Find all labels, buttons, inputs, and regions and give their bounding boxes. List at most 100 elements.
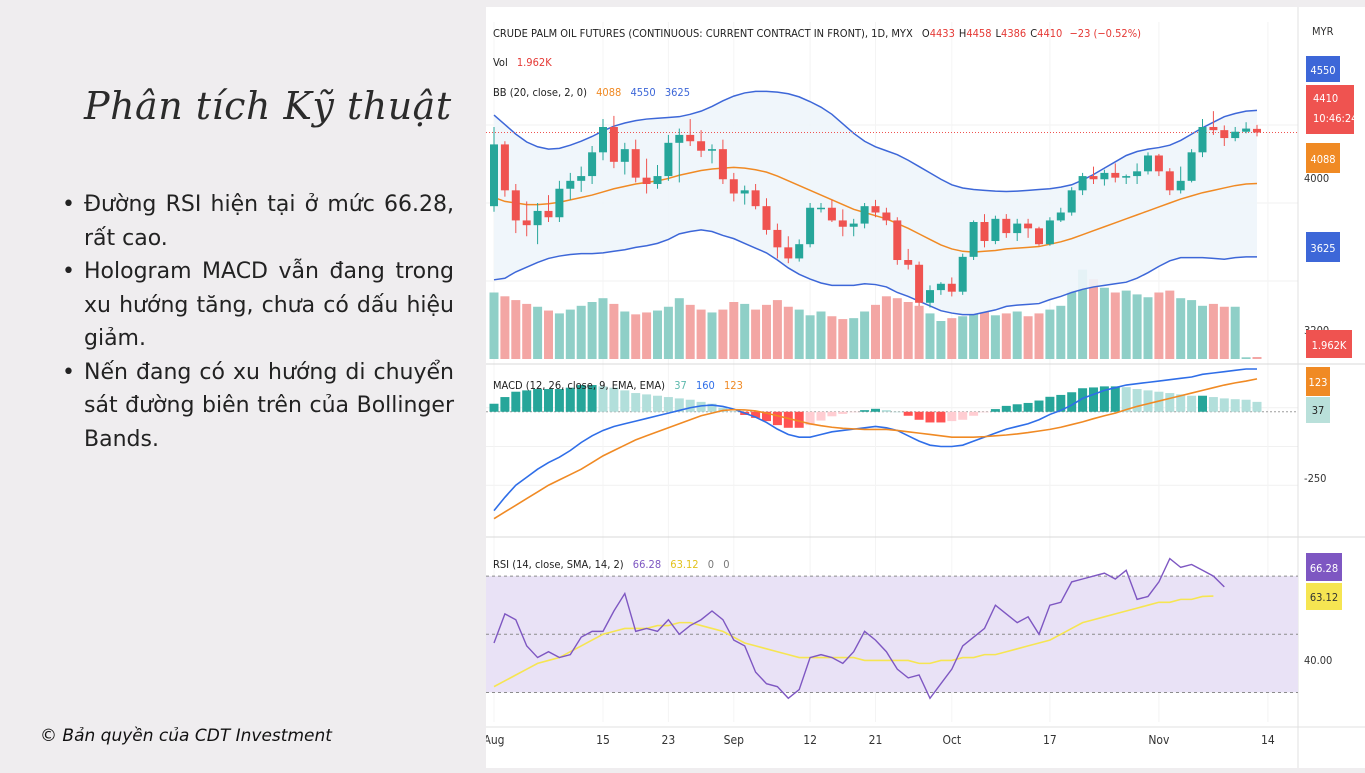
candle-body bbox=[1122, 176, 1131, 178]
candle-body bbox=[871, 206, 880, 213]
volume-bar bbox=[1067, 290, 1077, 359]
time-tick-label: Aug bbox=[486, 733, 505, 747]
volume-bar bbox=[598, 298, 608, 359]
macd-histogram-bar bbox=[969, 411, 979, 416]
candle-body bbox=[838, 220, 847, 227]
volume-bar bbox=[816, 311, 826, 359]
price-axis-labels: 4000 3200 4550 4410 10:46:24 4088 3625 1… bbox=[1304, 56, 1357, 358]
bullet-rsi: Đường RSI hiện tại ở mức 66.28, rất cao. bbox=[58, 188, 454, 255]
volume-bar bbox=[1012, 311, 1022, 359]
candle-body bbox=[991, 218, 1000, 242]
volume-bar bbox=[696, 309, 706, 359]
macd-histogram-bar bbox=[1219, 398, 1229, 412]
signal-badge bbox=[1306, 367, 1330, 396]
volume-bar bbox=[1078, 269, 1088, 359]
histogram-badge-text: 37 bbox=[1312, 404, 1325, 417]
candle-body bbox=[1176, 180, 1185, 191]
ohlc-value: 4433 bbox=[930, 27, 955, 40]
volume-bar bbox=[1034, 313, 1044, 359]
candle-body bbox=[609, 126, 618, 162]
candle-body bbox=[1144, 155, 1152, 172]
rsi-badge-text: 66.28 bbox=[1310, 562, 1338, 575]
macd-histogram-bar bbox=[1252, 401, 1262, 412]
candle-body bbox=[1067, 190, 1076, 213]
macd-histogram-bar bbox=[849, 411, 859, 413]
rsi-badge bbox=[1306, 553, 1342, 581]
rsi-line bbox=[493, 557, 1225, 700]
time-tick-label: 17 bbox=[1043, 733, 1057, 747]
macd-histogram-bar bbox=[1067, 392, 1077, 412]
time-tick-label: 15 bbox=[596, 733, 610, 747]
bb-lower-badge bbox=[1306, 232, 1340, 262]
candle-body bbox=[533, 210, 542, 226]
macd-histogram-bar bbox=[827, 411, 837, 417]
bollinger-legend: BB (20, close, 2, 0) 4088 4550 3625 bbox=[493, 86, 690, 99]
candle-body bbox=[860, 206, 869, 224]
bullet-bollinger: Nến đang có xu hướng di chuyển sát đường… bbox=[58, 356, 454, 457]
macd-histogram-bar bbox=[533, 389, 543, 412]
volume-bar bbox=[772, 300, 782, 359]
volume-bar bbox=[533, 306, 543, 359]
candle-body bbox=[708, 149, 716, 151]
volume-bar bbox=[925, 313, 935, 359]
volume-bar bbox=[576, 305, 586, 359]
candle-body bbox=[1220, 130, 1229, 139]
candle-body bbox=[762, 206, 771, 230]
volume-bar bbox=[936, 321, 946, 359]
volume-bar bbox=[794, 309, 804, 359]
time-tick-label: Nov bbox=[1148, 733, 1170, 747]
rsi-band-fill bbox=[486, 576, 1298, 693]
time-tick-label: 14 bbox=[1261, 733, 1275, 747]
macd-histogram-bar bbox=[1056, 394, 1066, 412]
bb-basis-badge bbox=[1306, 143, 1340, 173]
candle-body bbox=[980, 222, 989, 242]
rsi-ma-badge-text: 63.12 bbox=[1310, 591, 1338, 604]
candle-body bbox=[784, 247, 793, 259]
macd-histogram-bar bbox=[587, 385, 597, 412]
volume-bar bbox=[554, 313, 564, 359]
volume-bar bbox=[751, 309, 761, 359]
candle-body bbox=[958, 256, 967, 292]
macd-histogram-bar bbox=[620, 390, 630, 412]
macd-histogram-bar bbox=[751, 411, 761, 418]
macd-histogram-bar bbox=[729, 411, 739, 412]
volume-bar bbox=[565, 309, 575, 359]
volume-bar bbox=[881, 296, 891, 359]
volume-bar bbox=[990, 315, 1000, 359]
macd-histogram-bar bbox=[522, 390, 532, 412]
candle-body bbox=[926, 290, 934, 303]
volume-bar bbox=[1252, 357, 1262, 359]
macd-histogram-bar bbox=[1034, 400, 1044, 412]
candle-body bbox=[544, 210, 553, 218]
macd-histogram-bar bbox=[805, 411, 815, 426]
macd-histogram-bar bbox=[1089, 387, 1098, 412]
macd-histogram-bar bbox=[925, 411, 935, 423]
volume-bar bbox=[609, 303, 619, 359]
candle-body bbox=[555, 188, 564, 218]
volume-bar bbox=[827, 316, 837, 359]
macd-histogram-bar bbox=[1208, 397, 1218, 412]
macd-histogram-bar bbox=[707, 403, 717, 412]
trading-chart[interactable]: Aug 15 23 Sep 12 21 Oct 17 Nov 14 CRUDE PALM OIL … bbox=[483, 7, 1365, 768]
macd-histogram-bar bbox=[1198, 395, 1207, 412]
candle-body bbox=[969, 222, 978, 257]
candle-body bbox=[751, 190, 760, 207]
bb-basis-badge-text: 4088 bbox=[1310, 153, 1335, 166]
signal-line bbox=[493, 378, 1258, 520]
candle-body bbox=[500, 144, 509, 191]
ohlc-value: 4410 bbox=[1037, 27, 1062, 40]
last-price-text: 4410 bbox=[1313, 92, 1338, 105]
volume-bar bbox=[718, 309, 728, 359]
volume-bar bbox=[914, 305, 924, 359]
candle-body bbox=[1133, 171, 1142, 177]
macd-histogram-bar bbox=[1099, 386, 1109, 412]
volume-bar bbox=[860, 311, 870, 359]
volume-bar bbox=[663, 306, 673, 359]
volume-bar bbox=[642, 312, 652, 359]
macd-histogram-bar bbox=[772, 411, 782, 426]
candle-body bbox=[773, 229, 782, 248]
chart-panel[interactable]: Aug 15 23 Sep 12 21 Oct 17 Nov 14 CRUDE PALM OIL … bbox=[483, 7, 1365, 768]
candle-body bbox=[1089, 176, 1098, 180]
candle-body bbox=[1231, 131, 1240, 139]
macd-histogram-bar bbox=[1230, 399, 1240, 412]
